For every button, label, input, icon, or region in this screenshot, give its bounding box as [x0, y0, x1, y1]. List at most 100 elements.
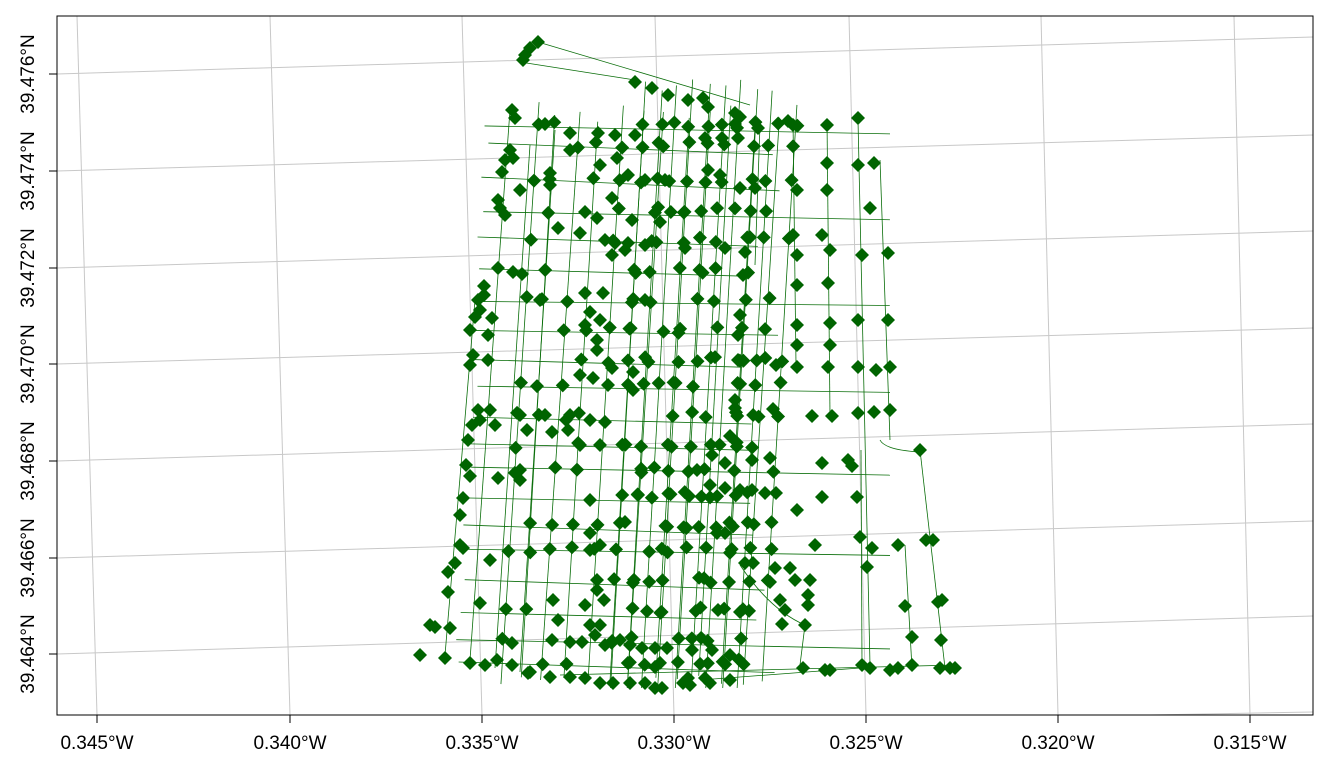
street-edge: [860, 449, 863, 666]
street-node: [545, 517, 560, 532]
street-node: [851, 158, 865, 172]
street-edge: [879, 159, 891, 441]
street-node: [520, 423, 534, 437]
street-node: [676, 205, 691, 220]
street-node: [498, 602, 513, 617]
street-node: [758, 173, 773, 188]
street-node: [630, 487, 645, 502]
street-node: [551, 613, 565, 627]
street-node: [624, 295, 639, 310]
street-node: [526, 173, 541, 188]
street-node: [513, 183, 527, 197]
street-node: [761, 138, 776, 153]
street-node: [742, 574, 757, 589]
street-node: [561, 423, 575, 437]
street-node: [658, 173, 672, 187]
street-node: [701, 100, 715, 114]
street-node: [555, 378, 570, 393]
street-node: [867, 405, 881, 419]
street-node: [664, 439, 679, 454]
street-node: [672, 261, 687, 276]
street-node: [613, 633, 627, 647]
street-node: [706, 294, 721, 309]
street-node: [796, 661, 810, 675]
street-node: [703, 575, 718, 590]
street-node: [663, 487, 678, 502]
street-node: [731, 353, 745, 367]
street-node: [775, 617, 789, 631]
street-node: [786, 228, 800, 242]
street-node: [718, 657, 733, 672]
street-node: [851, 360, 865, 374]
street-node: [560, 294, 575, 309]
street-node: [605, 248, 619, 262]
y-tick-label: 39.464°N: [18, 614, 39, 693]
street-node: [808, 538, 822, 552]
street-node: [573, 438, 587, 452]
street-nodes: [413, 35, 962, 695]
street-node: [541, 205, 556, 220]
x-tick-label: 0.345°W: [60, 733, 133, 754]
street-node: [688, 603, 703, 618]
street-node: [768, 561, 782, 575]
street-node: [661, 88, 675, 102]
street-edge: [537, 41, 751, 106]
street-node: [690, 463, 704, 477]
street-node: [456, 491, 470, 505]
street-node: [618, 515, 632, 529]
street-node: [578, 205, 592, 219]
street-node: [764, 542, 779, 557]
street-node: [710, 526, 724, 540]
street-node: [596, 286, 610, 300]
street-node: [655, 117, 670, 132]
street-node: [638, 350, 653, 365]
street-node: [519, 602, 534, 617]
street-node: [602, 320, 617, 335]
street-node: [623, 638, 637, 652]
street-node: [583, 526, 597, 540]
street-node: [823, 243, 837, 257]
street-node: [626, 365, 640, 379]
street-node: [565, 517, 580, 532]
street-node: [498, 208, 512, 222]
street-node: [740, 515, 755, 530]
street-node: [718, 481, 732, 495]
street-node: [644, 490, 659, 505]
street-node: [653, 605, 668, 620]
street-node: [805, 409, 819, 423]
street-node: [513, 463, 527, 477]
street-edge: [460, 612, 757, 621]
street-node: [588, 135, 603, 150]
street-node: [749, 353, 764, 368]
street-node: [637, 657, 652, 672]
parallel-gridline: [56, 134, 1314, 172]
street-node: [583, 413, 597, 427]
street-node: [642, 265, 657, 280]
street-node: [714, 117, 729, 132]
street-node: [722, 575, 737, 590]
street-node: [860, 560, 874, 574]
street-node: [692, 230, 707, 245]
street-node: [703, 478, 717, 492]
street-node: [762, 291, 777, 306]
street-node: [463, 358, 477, 372]
street-node: [691, 520, 706, 535]
street-node: [660, 545, 675, 560]
x-tick-label: 0.325°W: [829, 733, 902, 754]
street-node: [635, 140, 650, 155]
street-node: [698, 410, 713, 425]
y-tick-label: 39.466°N: [18, 518, 39, 597]
street-node: [491, 261, 505, 275]
street-node: [645, 81, 659, 95]
street-node: [677, 485, 692, 500]
street-node: [513, 473, 527, 487]
street-node: [790, 503, 804, 517]
street-node: [660, 641, 674, 655]
street-node: [665, 409, 680, 424]
street-node: [723, 673, 737, 687]
street-node: [686, 379, 701, 394]
street-node: [578, 598, 592, 612]
x-tick-label: 0.320°W: [1021, 733, 1094, 754]
